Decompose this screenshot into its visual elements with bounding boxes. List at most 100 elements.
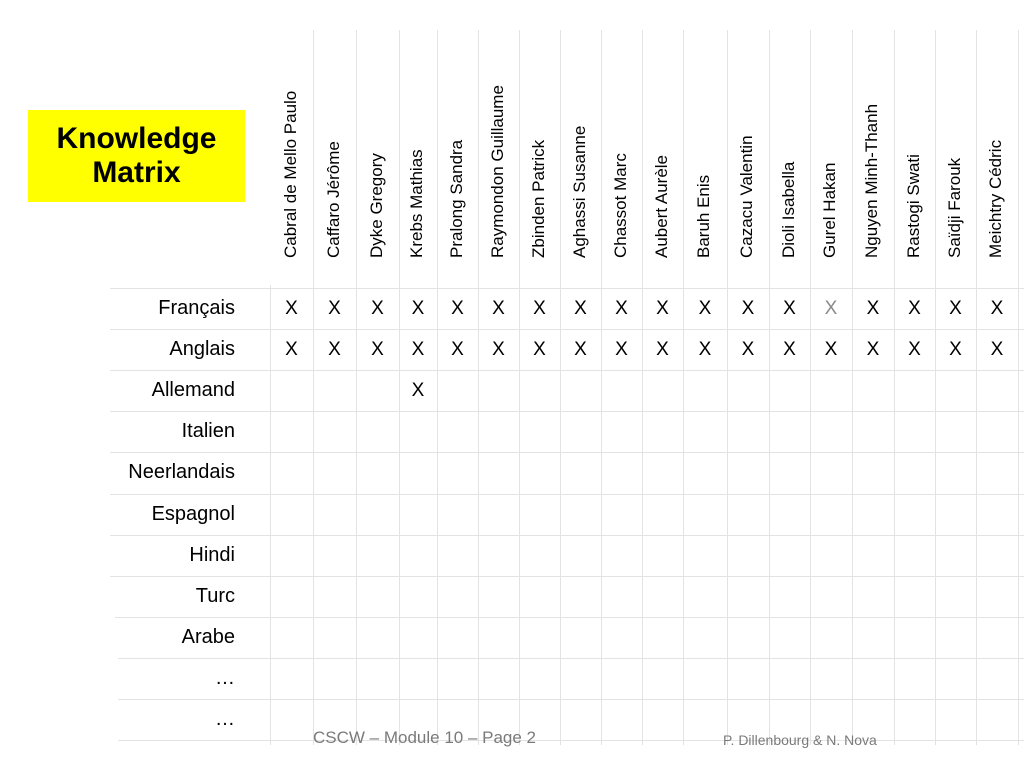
knowledge-mark: X xyxy=(492,339,505,360)
column-header-person: Dyke Gregory xyxy=(366,153,386,258)
knowledge-mark: X xyxy=(698,339,712,360)
column-header-person: Chassot Marc xyxy=(610,153,630,258)
row-label-language: Neerlandais xyxy=(128,461,235,483)
knowledge-mark: X xyxy=(451,298,464,319)
column-header-person: Zbinden Patrick xyxy=(528,139,548,258)
column-header-person: Baruh Enis xyxy=(694,174,713,258)
knowledge-mark: X xyxy=(285,298,298,319)
column-header-person: Caffaro Jérôme xyxy=(323,141,343,258)
knowledge-mark: X xyxy=(411,339,425,360)
column-divider xyxy=(270,285,271,745)
row-label-language: Français xyxy=(158,297,235,319)
knowledge-mark: X xyxy=(783,339,796,360)
row-label-language: … xyxy=(215,667,235,689)
column-divider xyxy=(1018,30,1019,745)
knowledge-mark: X xyxy=(574,298,587,319)
knowledge-mark: X xyxy=(990,298,1004,319)
knowledge-mark: X xyxy=(741,339,755,360)
column-divider xyxy=(642,30,643,745)
knowledge-mark: X xyxy=(411,380,425,401)
knowledge-mark: X xyxy=(656,339,669,360)
knowledge-mark: X xyxy=(656,298,669,319)
knowledge-mark: X xyxy=(949,298,962,319)
column-divider xyxy=(560,30,561,745)
footer-authors: P. Dillenbourg & N. Nova xyxy=(723,732,877,748)
column-header-person: Krebs Mathias xyxy=(407,149,426,258)
knowledge-mark: X xyxy=(533,298,546,319)
column-divider xyxy=(769,30,770,745)
row-label-language: Allemand xyxy=(151,379,235,401)
row-label-language: Arabe xyxy=(181,626,235,648)
knowledge-mark: X xyxy=(824,339,838,360)
row-divider xyxy=(110,452,1024,453)
title-line-2: Matrix xyxy=(92,156,181,189)
column-divider xyxy=(935,30,936,745)
column-divider xyxy=(437,30,438,745)
column-divider xyxy=(683,30,684,745)
column-divider xyxy=(313,30,314,745)
knowledge-mark: X xyxy=(411,298,425,319)
row-divider xyxy=(110,535,1024,536)
row-divider xyxy=(118,658,1024,659)
column-header-person: Cazacu Valentin xyxy=(737,135,756,258)
column-divider xyxy=(727,30,728,745)
knowledge-mark: X xyxy=(328,339,341,360)
column-divider xyxy=(976,30,977,745)
knowledge-mark: X xyxy=(866,339,880,360)
row-label-language: Italien xyxy=(181,420,235,442)
row-divider xyxy=(110,576,1024,577)
column-divider xyxy=(810,30,811,745)
row-divider xyxy=(118,699,1024,700)
knowledge-mark: X xyxy=(783,298,796,319)
column-header-person: Aubert Aurèle xyxy=(651,154,671,258)
column-divider xyxy=(519,30,520,745)
column-header-person: Rastogi Swati xyxy=(903,154,923,258)
column-header-person: Raymondon Guillaume xyxy=(487,85,507,258)
row-divider xyxy=(118,740,1024,741)
knowledge-mark: X xyxy=(698,298,712,319)
knowledge-mark: X xyxy=(949,339,962,360)
footer-module-page: CSCW – Module 10 – Page 2 xyxy=(313,728,537,747)
column-divider xyxy=(356,30,357,745)
knowledge-mark: X xyxy=(866,298,880,319)
knowledge-mark: X xyxy=(285,339,298,360)
knowledge-mark: X xyxy=(371,298,384,319)
row-divider xyxy=(110,329,1024,330)
knowledge-mark: X xyxy=(451,339,464,360)
column-header-person: Meichtry Cédric xyxy=(986,139,1005,258)
row-divider xyxy=(110,411,1024,412)
knowledge-mark: X xyxy=(533,339,546,360)
knowledge-mark: X xyxy=(328,298,341,319)
knowledge-mark: X xyxy=(615,298,628,319)
column-divider xyxy=(601,30,602,745)
column-header-person: Pralong Sandra xyxy=(446,139,466,258)
column-divider xyxy=(478,30,479,745)
column-divider xyxy=(399,30,400,745)
knowledge-mark: X xyxy=(492,298,505,319)
knowledge-mark: X xyxy=(574,339,587,360)
column-header-person: Gurel Hakan xyxy=(820,162,839,258)
knowledge-mark: X xyxy=(990,339,1004,360)
knowledge-mark: X xyxy=(824,298,838,319)
column-header-person: Nguyen Minh-Thanh xyxy=(862,103,881,258)
column-header-person: Aghassi Susanne xyxy=(569,125,589,258)
column-divider xyxy=(852,30,853,745)
row-divider xyxy=(115,617,1024,618)
column-header-person: Saïdji Farouk xyxy=(944,157,964,258)
title-line-1: Knowledge xyxy=(56,122,217,155)
column-divider xyxy=(894,30,895,745)
knowledge-mark: X xyxy=(741,298,755,319)
row-divider xyxy=(110,288,1024,289)
knowledge-matrix-title: Knowledge Matrix xyxy=(28,110,245,202)
row-label-language: Anglais xyxy=(169,338,235,360)
knowledge-mark: X xyxy=(615,339,628,360)
knowledge-mark: X xyxy=(908,339,921,360)
knowledge-mark: X xyxy=(371,339,384,360)
row-divider xyxy=(110,494,1024,495)
row-divider xyxy=(110,370,1024,371)
row-label-language: Hindi xyxy=(189,544,235,566)
column-header-person: Dioli Isabella xyxy=(778,161,798,258)
row-label-language: Espagnol xyxy=(151,503,235,525)
knowledge-mark: X xyxy=(908,298,921,319)
